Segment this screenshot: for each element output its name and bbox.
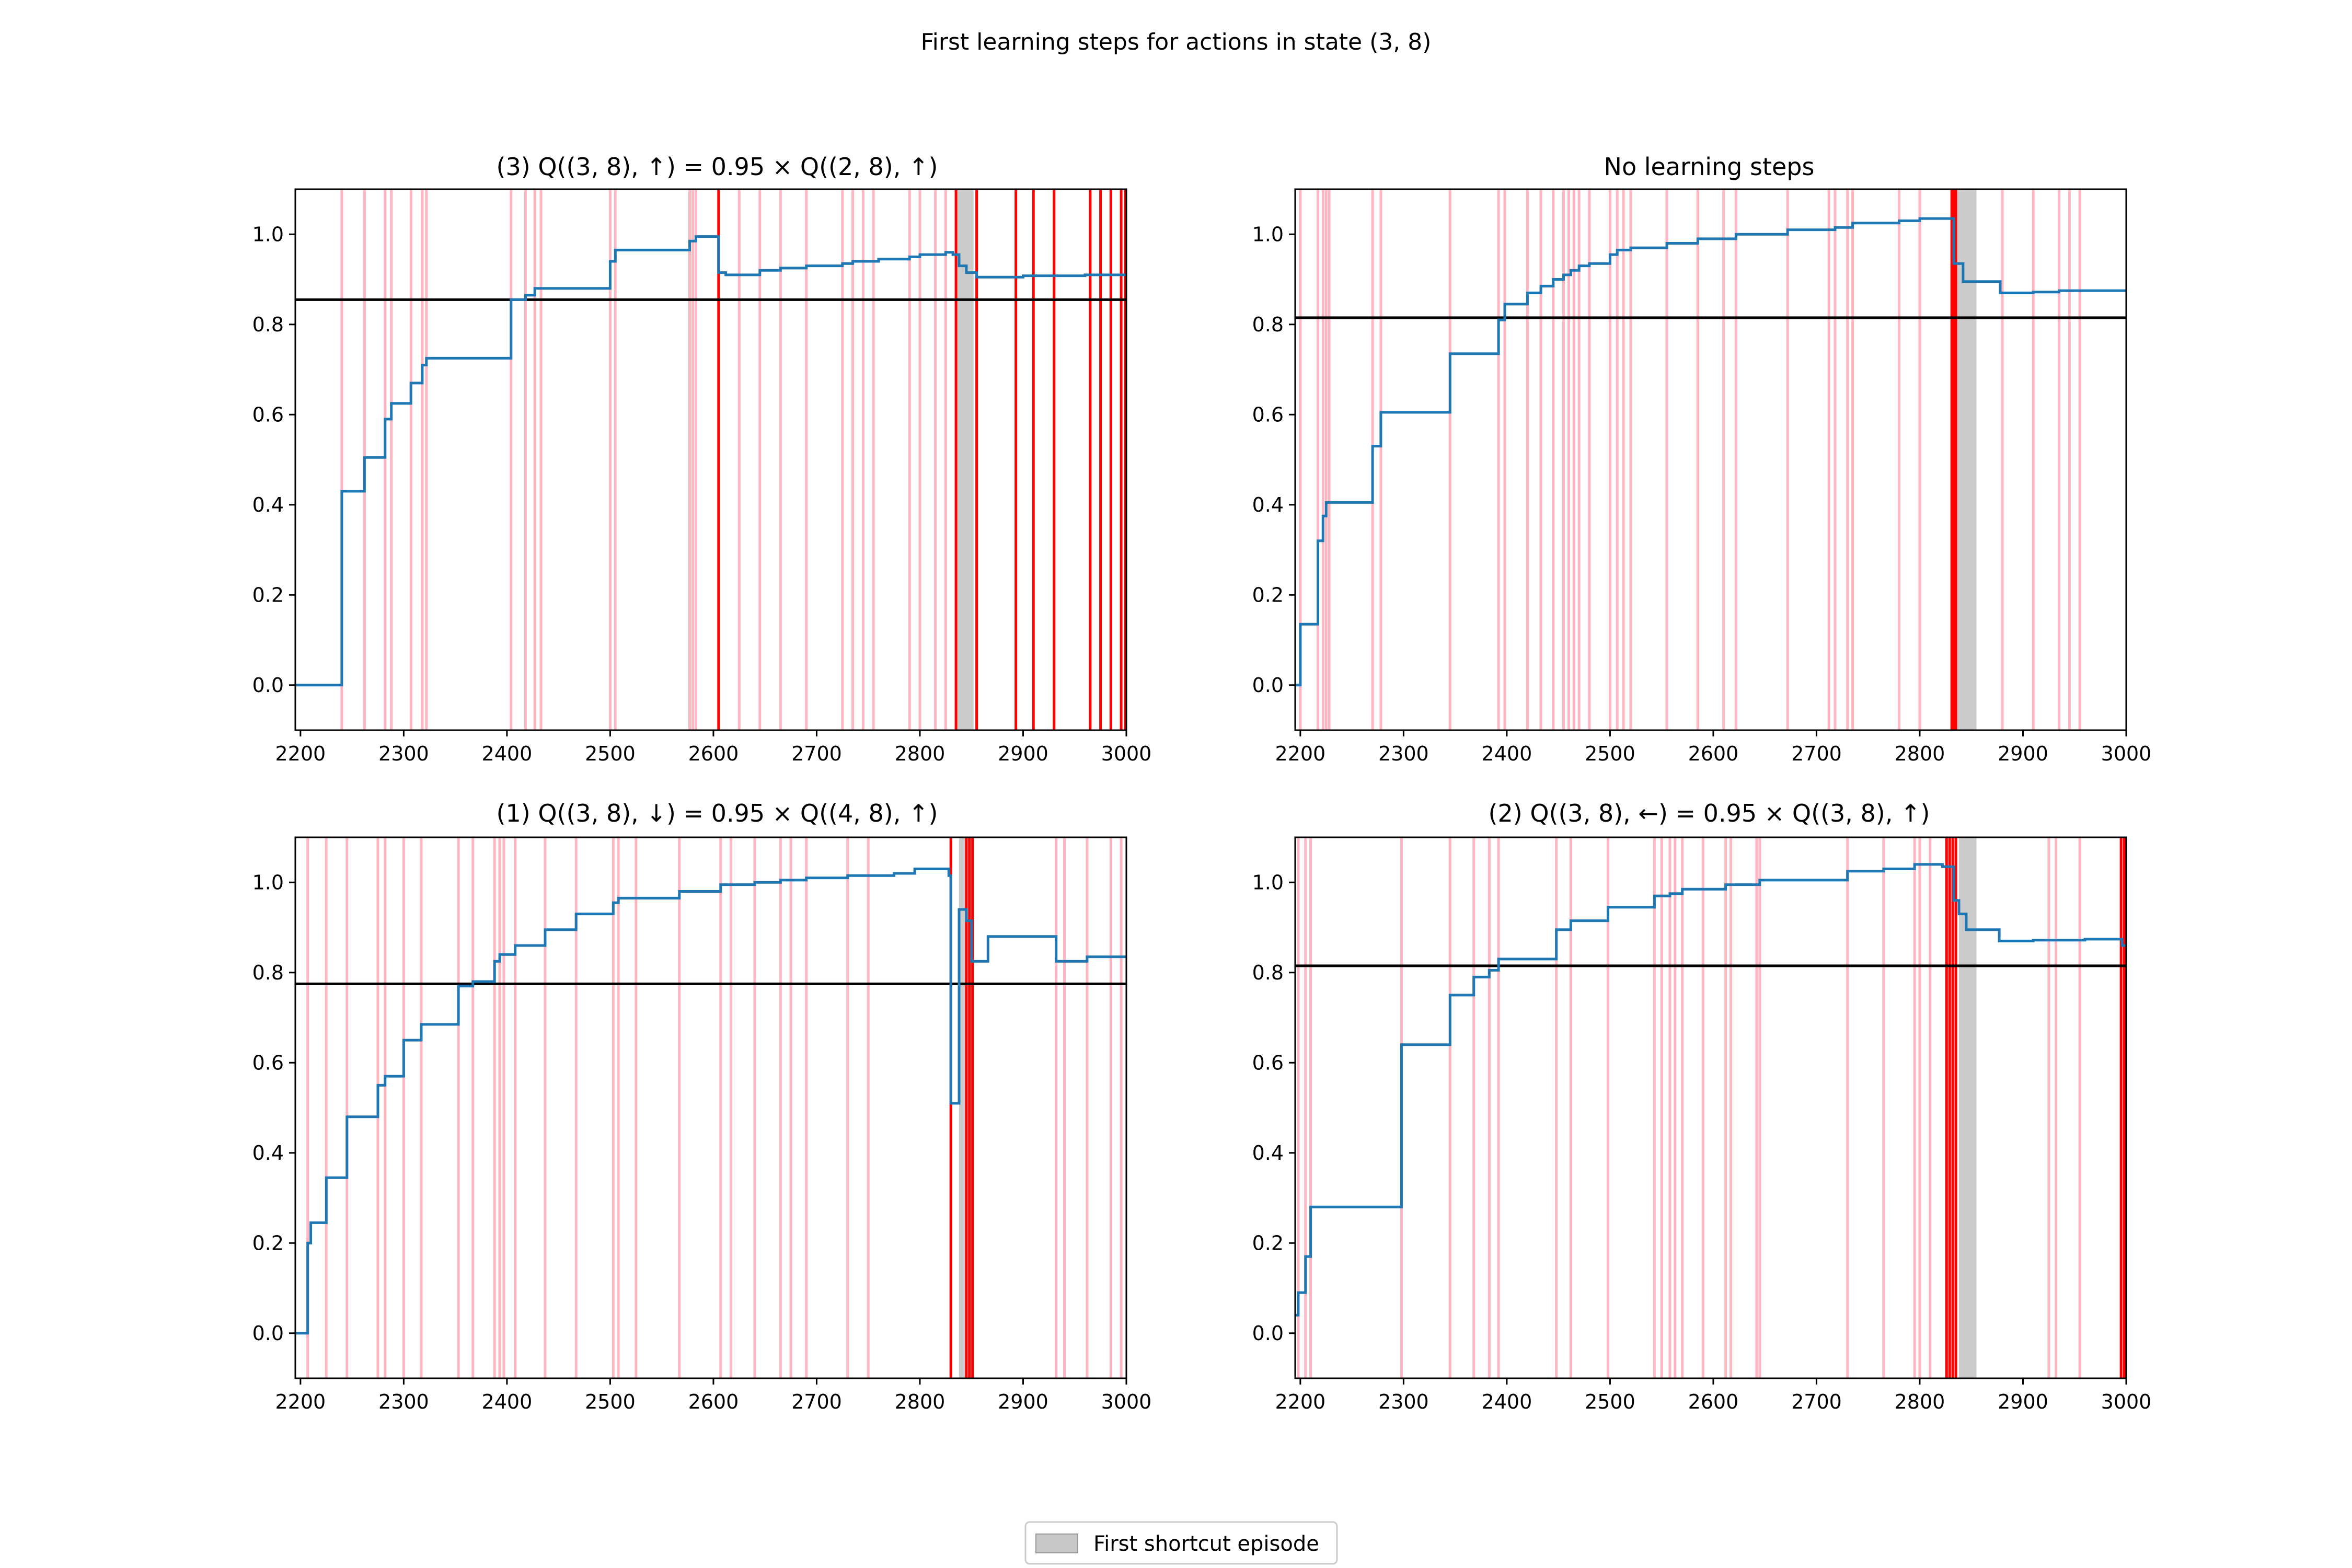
x-tick-label: 2500	[585, 742, 636, 765]
x-tick-label: 2900	[1998, 742, 2048, 765]
axes-frame	[294, 836, 1127, 1379]
legend-frame	[1024, 1521, 1338, 1565]
y-tick-label: 0.6	[1252, 403, 1284, 426]
plot-area	[1295, 189, 2126, 730]
panel-bottom-left: (1) Q((3, 8), ↓) = 0.95 × Q((4, 8), ↑) 2…	[252, 799, 1152, 1413]
y-tick-label: 0.2	[252, 583, 284, 606]
panel-bottom-right: (2) Q((3, 8), ←) = 0.95 × Q((3, 8), ↑) 2…	[1252, 799, 2152, 1413]
x-tick-label: 2600	[688, 1390, 739, 1413]
y-tick-label: 1.0	[252, 871, 284, 894]
y-tick-label: 0.6	[252, 403, 284, 426]
y-tick-label: 0.2	[1252, 583, 1284, 606]
x-tick-label: 2900	[998, 1390, 1048, 1413]
panel-title: (3) Q((3, 8), ↑) = 0.95 × Q((2, 8), ↑)	[497, 153, 938, 181]
figure-title: First learning steps for actions in stat…	[921, 29, 1432, 55]
y-tick-label: 0.0	[1252, 674, 1284, 697]
y-tick-label: 0.4	[252, 493, 284, 516]
y-tick-label: 0.0	[1252, 1322, 1284, 1345]
shortcut-episode-band	[1959, 837, 1977, 1378]
plot-area	[1295, 837, 2126, 1378]
axes-frame	[1294, 188, 2127, 731]
x-tick-label: 2300	[378, 742, 429, 765]
q-value-series	[295, 867, 1126, 1335]
shortcut-episode-band	[1957, 189, 1977, 730]
x-tick-label: 2700	[1791, 1390, 1842, 1413]
q-value-series	[1295, 863, 2126, 1317]
legend-label: First shortcut episode	[1093, 1532, 1319, 1556]
panel-title: No learning steps	[1604, 153, 1815, 181]
x-tick-label: 2400	[482, 1390, 533, 1413]
y-tick-label: 0.0	[252, 1322, 284, 1345]
y-tick-label: 0.2	[252, 1231, 284, 1254]
y-tick-label: 0.4	[1252, 493, 1284, 516]
x-tick-label: 2200	[1275, 742, 1326, 765]
y-tick-label: 0.2	[1252, 1231, 1284, 1254]
axes-frame	[294, 188, 1127, 731]
y-tick-label: 0.8	[252, 961, 284, 984]
x-tick-label: 2800	[1895, 1390, 1945, 1413]
x-tick-label: 2800	[895, 1390, 946, 1413]
axes-frame	[1294, 836, 2127, 1379]
x-tick-label: 2700	[791, 742, 842, 765]
x-tick-label: 3000	[2101, 1390, 2152, 1413]
x-tick-label: 2300	[1378, 1390, 1429, 1413]
x-tick-label: 2500	[1585, 742, 1635, 765]
y-tick-label: 0.8	[1252, 961, 1284, 984]
x-tick-label: 3000	[1101, 742, 1152, 765]
y-tick-label: 0.8	[1252, 313, 1284, 336]
q-value-series	[295, 235, 1126, 687]
x-tick-label: 2600	[1688, 1390, 1739, 1413]
q-value-series	[1295, 217, 2126, 687]
y-tick-label: 0.6	[252, 1051, 284, 1074]
y-tick-label: 1.0	[1252, 871, 1284, 894]
panel-title: (2) Q((3, 8), ←) = 0.95 × Q((3, 8), ↑)	[1489, 799, 1930, 827]
y-tick-label: 1.0	[252, 223, 284, 246]
x-tick-label: 3000	[1101, 1390, 1152, 1413]
x-tick-label: 2400	[1482, 742, 1532, 765]
x-tick-label: 2400	[482, 742, 533, 765]
x-tick-label: 2600	[688, 742, 739, 765]
x-tick-label: 2300	[378, 1390, 429, 1413]
x-tick-label: 3000	[2101, 742, 2152, 765]
x-tick-label: 2900	[998, 742, 1048, 765]
panel-top-left: (3) Q((3, 8), ↑) = 0.95 × Q((2, 8), ↑) 2…	[252, 153, 1152, 765]
plot-area	[295, 837, 1126, 1378]
x-tick-label: 2400	[1482, 1390, 1532, 1413]
x-tick-label: 2600	[1688, 742, 1739, 765]
plot-area	[295, 189, 1126, 730]
x-tick-label: 2200	[1275, 1390, 1326, 1413]
x-tick-label: 2200	[275, 742, 326, 765]
y-tick-label: 0.8	[252, 313, 284, 336]
panel-top-right: No learning steps 2200 2300 2400 2500 2600 27…	[1252, 153, 2152, 765]
panel-title: (1) Q((3, 8), ↓) = 0.95 × Q((4, 8), ↑)	[497, 799, 938, 827]
legend-swatch	[1035, 1534, 1078, 1553]
shortcut-episode-band	[957, 189, 974, 730]
y-tick-label: 0.4	[1252, 1142, 1284, 1165]
x-tick-label: 2500	[1585, 1390, 1635, 1413]
y-tick-label: 0.6	[1252, 1051, 1284, 1074]
x-tick-label: 2200	[275, 1390, 326, 1413]
x-tick-label: 2700	[1791, 742, 1842, 765]
x-tick-label: 2800	[1895, 742, 1945, 765]
x-tick-label: 2800	[895, 742, 946, 765]
x-tick-label: 2500	[585, 1390, 636, 1413]
y-tick-label: 0.0	[252, 674, 284, 697]
y-tick-label: 0.4	[252, 1142, 284, 1165]
legend: First shortcut episode	[1024, 1521, 1338, 1565]
x-tick-label: 2900	[1998, 1390, 2048, 1413]
y-tick-label: 1.0	[1252, 223, 1284, 246]
x-tick-label: 2700	[791, 1390, 842, 1413]
x-tick-label: 2300	[1378, 742, 1429, 765]
